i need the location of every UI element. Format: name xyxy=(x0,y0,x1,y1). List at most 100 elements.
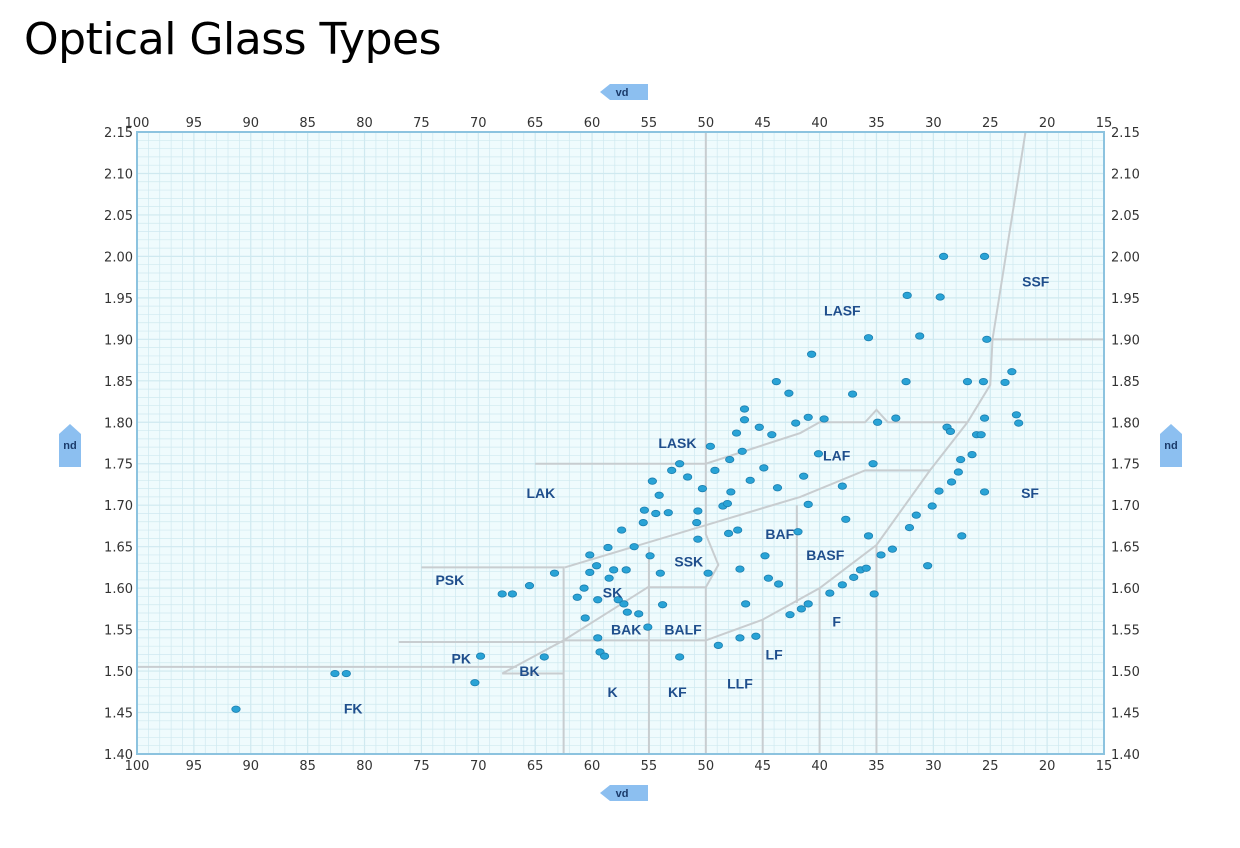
x-tick-label-top: 30 xyxy=(925,116,942,131)
x-axis-tag-top: vd xyxy=(616,87,629,99)
y-tick-label-right: 2.00 xyxy=(1111,250,1140,265)
y-tick-label-left: 1.50 xyxy=(104,665,133,680)
glass-data-point xyxy=(593,596,603,604)
glass-data-point xyxy=(813,450,824,458)
glass-data-point xyxy=(774,580,784,588)
glass-data-point xyxy=(497,590,507,598)
glass-data-point xyxy=(693,507,703,515)
glass-data-point xyxy=(1014,419,1024,427)
x-tick-label-bottom: 35 xyxy=(868,759,885,774)
glass-data-point xyxy=(341,669,351,678)
glass-data-point xyxy=(861,564,871,572)
glass-data-point xyxy=(887,545,897,553)
glass-data-point xyxy=(609,566,619,574)
y-tick-label-left: 1.90 xyxy=(104,333,133,348)
glass-data-point xyxy=(524,582,535,590)
glass-data-point xyxy=(962,378,973,386)
glass-data-point xyxy=(825,589,835,597)
y-tick-label-left: 2.10 xyxy=(104,167,133,182)
region-label: K xyxy=(607,684,617,700)
y-tick-label-right: 1.40 xyxy=(1111,748,1140,763)
glass-data-point xyxy=(796,605,806,613)
y-tick-label-right: 1.80 xyxy=(1111,416,1140,431)
y-tick-label-right: 1.90 xyxy=(1111,333,1140,348)
glass-data-point xyxy=(585,551,595,559)
x-tick-label-top: 100 xyxy=(125,116,150,131)
region-label: FK xyxy=(344,700,363,716)
glass-data-point xyxy=(759,464,769,472)
glass-data-point xyxy=(619,600,629,608)
glass-data-point xyxy=(667,466,677,474)
glass-data-point xyxy=(675,460,685,468)
glass-data-point xyxy=(847,390,858,398)
glass-data-point xyxy=(621,566,631,574)
x-tick-label-top: 40 xyxy=(811,116,828,131)
glass-data-point xyxy=(938,252,949,260)
glass-data-point xyxy=(580,614,590,622)
glass-data-point xyxy=(1011,411,1022,419)
glass-data-point xyxy=(741,600,751,608)
glass-data-point xyxy=(572,593,582,601)
x-tick-label-top: 85 xyxy=(299,116,316,131)
y-tick-label-left: 1.55 xyxy=(104,624,133,639)
x-tick-label-top: 35 xyxy=(868,116,885,131)
glass-data-point xyxy=(735,634,745,642)
region-label: SSF xyxy=(1022,273,1050,289)
glass-data-point xyxy=(767,431,777,439)
glass-data-point xyxy=(593,634,603,642)
glass-data-point xyxy=(873,418,883,426)
glass-data-point xyxy=(713,641,723,649)
x-tick-label-bottom: 70 xyxy=(470,759,487,774)
region-label: SK xyxy=(603,584,622,600)
glass-data-point xyxy=(849,573,859,581)
y-tick-label-left: 1.95 xyxy=(104,292,133,307)
x-tick-label-top: 70 xyxy=(470,116,487,131)
region-label: KF xyxy=(668,684,687,700)
glass-data-point xyxy=(733,526,743,534)
region-label: BAF xyxy=(765,526,794,542)
y-tick-label-right: 2.15 xyxy=(1111,126,1140,141)
glass-data-point xyxy=(803,413,813,421)
x-tick-label-top: 15 xyxy=(1096,116,1113,131)
glass-data-point xyxy=(784,389,794,397)
glass-data-point xyxy=(785,611,795,619)
x-tick-label-top: 45 xyxy=(754,116,771,131)
region-label: BAK xyxy=(611,622,641,638)
y-axis-tag-right-shape xyxy=(1160,424,1182,467)
glass-data-point xyxy=(629,543,639,551)
x-tick-label-bottom: 75 xyxy=(413,759,430,774)
region-boundary xyxy=(535,408,968,465)
glass-data-point xyxy=(735,565,745,573)
y-tick-label-left: 1.75 xyxy=(104,458,133,473)
glass-data-point xyxy=(891,414,901,422)
glass-data-point xyxy=(657,601,668,609)
glass-data-point xyxy=(639,506,649,514)
glass-data-point xyxy=(599,652,610,660)
x-tick-label-bottom: 100 xyxy=(125,759,150,774)
x-tick-label-bottom: 20 xyxy=(1039,759,1056,774)
glass-data-point xyxy=(979,414,990,422)
glass-data-point xyxy=(982,335,992,343)
glass-data-point xyxy=(697,485,708,493)
y-tick-label-left: 1.60 xyxy=(104,582,133,597)
region-label: SSK xyxy=(674,554,703,570)
x-axis-tag-bottom: vd xyxy=(616,788,629,800)
y-tick-label-left: 1.45 xyxy=(104,707,133,722)
glass-data-point xyxy=(869,590,879,598)
glass-data-point xyxy=(539,653,549,661)
y-tick-label-right: 2.10 xyxy=(1111,167,1140,182)
glass-data-point xyxy=(945,427,956,435)
y-axis-tag-right: nd xyxy=(1164,440,1177,452)
glass-data-point xyxy=(1007,368,1017,376)
glass-data-point xyxy=(655,569,665,577)
glass-data-point xyxy=(763,574,773,582)
y-tick-label-left: 1.40 xyxy=(104,748,133,763)
x-tick-label-bottom: 25 xyxy=(982,759,999,774)
glass-data-point xyxy=(603,543,613,552)
x-axis-tag-bottom-shape xyxy=(600,785,648,801)
glass-data-point xyxy=(976,431,986,439)
glass-data-point xyxy=(745,476,755,484)
glass-data-point xyxy=(819,415,829,423)
glass-data-point xyxy=(772,484,783,492)
x-tick-label-top: 55 xyxy=(641,116,658,131)
